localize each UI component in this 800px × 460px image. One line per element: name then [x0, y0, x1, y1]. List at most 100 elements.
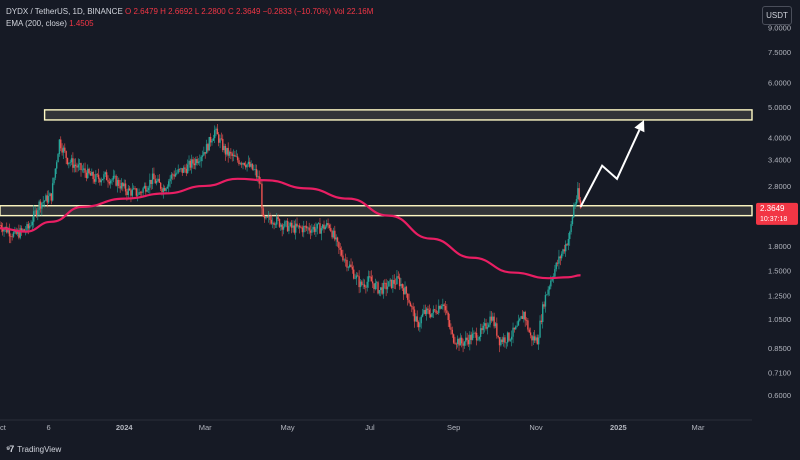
candle-body	[189, 160, 192, 168]
symbol-label[interactable]: DYDX / TetherUS, 1D, BINANCE	[6, 7, 123, 16]
price-tick-label: 9.0000	[768, 23, 791, 32]
candle-body	[338, 241, 340, 248]
candle-body	[539, 320, 541, 338]
candle-body	[285, 220, 287, 222]
candle-body	[108, 181, 111, 184]
candle-body	[85, 172, 88, 179]
candle-body	[105, 172, 108, 181]
candle-body	[432, 309, 435, 314]
candle-body	[97, 174, 100, 179]
candle-body	[216, 128, 219, 135]
candle-body	[493, 316, 495, 327]
candle-body	[7, 229, 9, 233]
currency-button[interactable]: USDT	[762, 6, 792, 25]
candle-body	[293, 225, 296, 233]
candle-body	[544, 295, 547, 307]
high-value: H 2.6692	[160, 7, 193, 16]
candle-body	[30, 225, 32, 226]
candle-body	[485, 323, 487, 329]
candle-body	[41, 202, 43, 209]
time-tick-label: 2025	[610, 423, 627, 432]
candle-body	[312, 226, 314, 230]
candle-body	[53, 177, 55, 184]
candle-body	[440, 306, 443, 309]
candle-body	[550, 280, 552, 287]
candle-body	[536, 337, 539, 345]
candle-body	[477, 339, 479, 341]
candle-body	[116, 179, 119, 186]
candle-body	[505, 342, 507, 344]
candle-body	[150, 179, 152, 184]
candle-body	[386, 286, 389, 290]
candle-body	[220, 138, 223, 140]
candle-body	[384, 282, 386, 284]
candle-body	[26, 224, 28, 231]
price-tag-value: 2.3649	[760, 204, 785, 213]
candle-body	[442, 304, 444, 307]
time-tick-label: Nov	[529, 423, 543, 432]
ema-label[interactable]: EMA (200, close)	[6, 19, 67, 28]
candle-body	[496, 323, 498, 336]
candle-body	[500, 339, 502, 346]
candle-body	[531, 335, 533, 341]
candle-body	[366, 281, 368, 288]
candle-body	[435, 310, 437, 314]
candle-body	[439, 305, 441, 309]
candle-body	[69, 162, 71, 163]
candle-body	[120, 182, 123, 189]
price-tick-label: 0.6000	[768, 391, 791, 400]
candle-body	[39, 201, 42, 209]
candle-body	[2, 228, 4, 232]
candle-body	[320, 228, 323, 234]
candle-body	[157, 178, 159, 181]
candle-body	[504, 337, 506, 343]
candle-body	[492, 316, 494, 321]
candle-body	[324, 226, 327, 230]
candle-body	[398, 277, 401, 287]
candle-body	[207, 144, 209, 151]
candle-body	[385, 282, 387, 290]
candle-body	[204, 152, 206, 154]
candle-body	[317, 223, 320, 224]
candle-body	[463, 341, 466, 346]
candle-body	[219, 138, 221, 143]
candle-body	[245, 165, 247, 168]
candle-body	[8, 229, 11, 237]
candle-body	[284, 221, 286, 227]
candle-body	[29, 225, 31, 229]
candle-body	[253, 169, 255, 170]
candle-body	[103, 174, 105, 179]
time-axis[interactable]: Oct 6 2024 Mar May Jul Sep Nov 2025 Mar	[0, 423, 705, 432]
candle-body	[328, 225, 331, 228]
candle-body	[266, 216, 269, 218]
candle-body	[336, 237, 339, 242]
candle-body	[137, 194, 139, 196]
candle-body	[87, 168, 89, 179]
candle-body	[554, 269, 556, 277]
candle-body	[444, 306, 447, 311]
candle-body	[462, 343, 464, 346]
candle-body	[429, 314, 432, 317]
tradingview-brand[interactable]: ⁹7 TradingView	[6, 442, 61, 456]
candle-body	[474, 332, 476, 334]
price-tick-label: 4.0000	[768, 133, 791, 142]
candle-body	[65, 150, 67, 158]
price-axis[interactable]: 9.0000 7.5000 6.0000 5.0000 4.0000 3.4000 2.80…	[768, 23, 791, 400]
candle-body	[475, 332, 478, 341]
candle-body	[174, 173, 177, 177]
candle-body	[127, 188, 129, 196]
candle-body	[413, 309, 416, 322]
time-tick-label: Oct	[0, 423, 7, 432]
candle-body	[402, 288, 405, 295]
candle-body	[281, 224, 283, 230]
candle-body	[566, 244, 568, 246]
price-tick-label: 3.4000	[768, 156, 791, 165]
candle-body	[54, 168, 57, 178]
candle-body	[18, 230, 20, 238]
chart-legend: DYDX / TetherUS, 1D, BINANCE O 2.6479 H …	[6, 6, 373, 30]
candle-body	[431, 313, 433, 317]
projection-arrow	[579, 129, 641, 208]
candle-body	[397, 276, 399, 278]
candle-body	[351, 267, 354, 270]
